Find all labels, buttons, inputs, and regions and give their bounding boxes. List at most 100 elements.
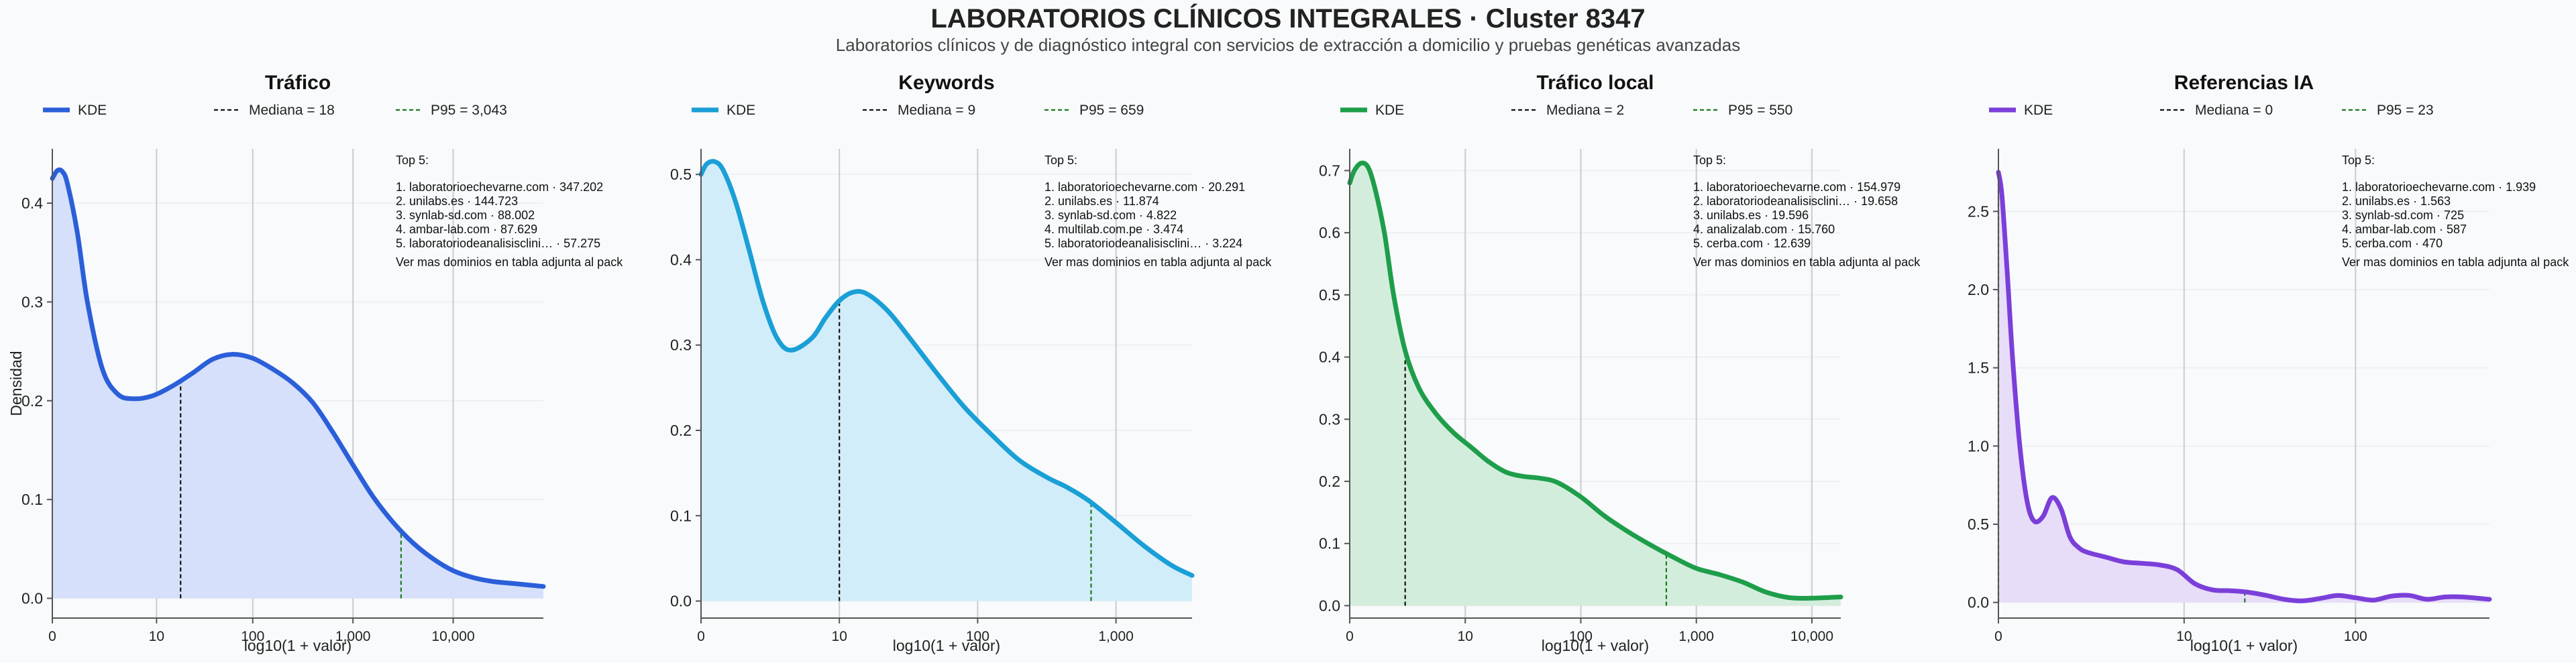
- x-tick-label: 10: [1458, 629, 1473, 644]
- y-tick-label: 0.3: [21, 293, 43, 310]
- y-tick-label: 0.1: [670, 507, 692, 524]
- panel-title: Tráfico local: [1536, 72, 1654, 94]
- top5-item: 3. synlab-sd.com · 88.002: [396, 208, 535, 222]
- y-tick-label: 0.1: [1319, 535, 1340, 552]
- y-tick-label: 0.6: [1319, 224, 1340, 241]
- x-tick-label: 1,000: [1098, 629, 1134, 644]
- x-axis-label: log10(1 + valor): [893, 637, 1000, 654]
- x-tick-label: 10,000: [431, 629, 474, 644]
- top5-heading: Top 5:: [2342, 154, 2375, 167]
- x-tick-label: 1,000: [335, 629, 371, 644]
- y-tick-label: 0.2: [1319, 473, 1340, 490]
- top5-item: 2. unilabs.es · 144.723: [396, 194, 518, 208]
- legend-median-label: Mediana = 18: [249, 103, 335, 118]
- kde-area: [1998, 172, 2489, 603]
- y-tick-label: 0.1: [21, 491, 43, 508]
- top5-item: 4. ambar-lab.com · 587: [2342, 223, 2467, 236]
- y-tick-label: 2.0: [1968, 281, 1989, 298]
- y-axis-label: Densidad: [7, 351, 25, 416]
- kde-area: [52, 170, 543, 599]
- x-tick-label: 0: [48, 629, 56, 644]
- top5-heading: Top 5:: [1044, 154, 1077, 167]
- x-tick-label: 10: [2176, 629, 2192, 644]
- x-tick-label: 100: [2344, 629, 2367, 644]
- y-tick-label: 0.5: [670, 166, 692, 183]
- y-tick-label: 0.3: [670, 337, 692, 354]
- page-title: LABORATORIOS CLÍNICOS INTEGRALES · Clust…: [930, 4, 1646, 34]
- top5-footer: Ver mas dominios en tabla adjunta al pac…: [1693, 255, 1921, 269]
- top5-item: 3. synlab-sd.com · 725: [2342, 208, 2464, 222]
- y-tick-label: 0.0: [1319, 597, 1340, 614]
- legend-p95-label: P95 = 659: [1079, 103, 1144, 118]
- chart-panel-1: 0 10 100 1,000 10,000 0.0 0.1 0.2 0.3 0.4 log10(1 …: [7, 72, 623, 654]
- x-tick-label: 100: [1569, 629, 1593, 644]
- panel-title: Referencias IA: [2174, 72, 2314, 94]
- y-tick-label: 0.3: [1319, 410, 1340, 428]
- top5-heading: Top 5:: [1693, 154, 1726, 167]
- top5-footer: Ver mas dominios en tabla adjunta al pac…: [396, 255, 623, 269]
- top5-footer: Ver mas dominios en tabla adjunta al pac…: [2342, 255, 2569, 269]
- x-tick-label: 0: [697, 629, 705, 644]
- y-tick-label: 0.4: [1319, 349, 1340, 366]
- y-tick-label: 1.5: [1968, 359, 1989, 377]
- x-axis-label: log10(1 + valor): [244, 637, 352, 654]
- chart-panel-3: 0 10 100 1,000 10,000 0.0 0.1 0.2 0.3 0.4 0.5 0.6 0.…: [1319, 72, 1921, 654]
- x-tick-label: 0: [1346, 629, 1354, 644]
- y-tick-label: 0.7: [1319, 162, 1340, 179]
- x-tick-label: 10,000: [1790, 629, 1833, 644]
- top5-item: 2. laboratoriodeanalisisclini… · 19.658: [1693, 194, 1898, 208]
- x-axis-label: log10(1 + valor): [1542, 637, 1649, 654]
- top5-item: 1. laboratorioechevarne.com · 154.979: [1693, 180, 1900, 194]
- top5-item: 5. cerba.com · 470: [2342, 237, 2443, 250]
- legend-kde-label: KDE: [1375, 103, 1404, 118]
- chart-panel-2: 0 10 100 1,000 0.0 0.1 0.2 0.3 0.4 0.5 log10(1 + v…: [670, 72, 1272, 654]
- x-tick-label: 10: [149, 629, 164, 644]
- y-tick-label: 0.2: [670, 422, 692, 439]
- top5-item: 4. ambar-lab.com · 87.629: [396, 223, 537, 236]
- y-tick-label: 0.0: [21, 590, 43, 607]
- x-tick-label: 100: [241, 629, 264, 644]
- page-subtitle: Laboratorios clínicos y de diagnóstico i…: [835, 35, 1741, 55]
- legend-p95-label: P95 = 23: [2377, 103, 2434, 118]
- top5-item: 5. laboratoriodeanalisisclini… · 3.224: [1044, 237, 1242, 250]
- x-tick-label: 1,000: [1678, 629, 1714, 644]
- top5-item: 1. laboratorioechevarne.com · 20.291: [1044, 180, 1245, 194]
- y-tick-label: 1.0: [1968, 437, 1989, 455]
- legend-median-label: Mediana = 2: [1546, 103, 1624, 118]
- legend-kde-label: KDE: [78, 103, 107, 118]
- panel-title: Tráfico: [265, 72, 331, 94]
- kde-area: [1350, 163, 1841, 606]
- y-tick-label: 0.5: [1319, 286, 1340, 304]
- chart-panel-4: 0 10 100 0.0 0.5 1.0 1.5 2.0 2.5 log10(1 + valor)…: [1968, 72, 2569, 654]
- y-tick-label: 0.0: [670, 593, 692, 610]
- y-tick-label: 0.5: [1968, 516, 1989, 533]
- top5-item: 4. analizalab.com · 15.760: [1693, 223, 1835, 236]
- x-tick-label: 0: [1994, 629, 2002, 644]
- top5-heading: Top 5:: [396, 154, 429, 167]
- y-tick-label: 0.4: [670, 251, 692, 268]
- kde-line: [50, 167, 546, 589]
- y-tick-label: 0.4: [21, 194, 43, 212]
- top5-item: 2. unilabs.es · 1.563: [2342, 194, 2451, 208]
- top5-item: 1. laboratorioechevarne.com · 1.939: [2342, 180, 2536, 194]
- legend-median-label: Mediana = 9: [898, 103, 975, 118]
- kde-line: [1996, 170, 2492, 603]
- top5-item: 2. unilabs.es · 11.874: [1044, 194, 1159, 208]
- x-tick-label: 10: [832, 629, 847, 644]
- kde-line: [1347, 160, 1843, 601]
- x-tick-label: 100: [966, 629, 989, 644]
- y-tick-label: 0.2: [21, 392, 43, 410]
- top5-item: 3. unilabs.es · 19.596: [1693, 208, 1809, 222]
- y-tick-label: 2.5: [1968, 202, 1989, 220]
- panel-title: Keywords: [898, 72, 994, 94]
- y-tick-label: 0.0: [1968, 594, 1989, 611]
- top5-item: 1. laboratorioechevarne.com · 347.202: [396, 180, 603, 194]
- legend-median-label: Mediana = 0: [2195, 103, 2273, 118]
- legend-p95-label: P95 = 550: [1728, 103, 1792, 118]
- top5-item: 3. synlab-sd.com · 4.822: [1044, 208, 1177, 222]
- top5-item: 5. cerba.com · 12.639: [1693, 237, 1811, 250]
- legend-kde-label: KDE: [2024, 103, 2053, 118]
- top5-item: 4. multilab.com.pe · 3.474: [1044, 223, 1183, 236]
